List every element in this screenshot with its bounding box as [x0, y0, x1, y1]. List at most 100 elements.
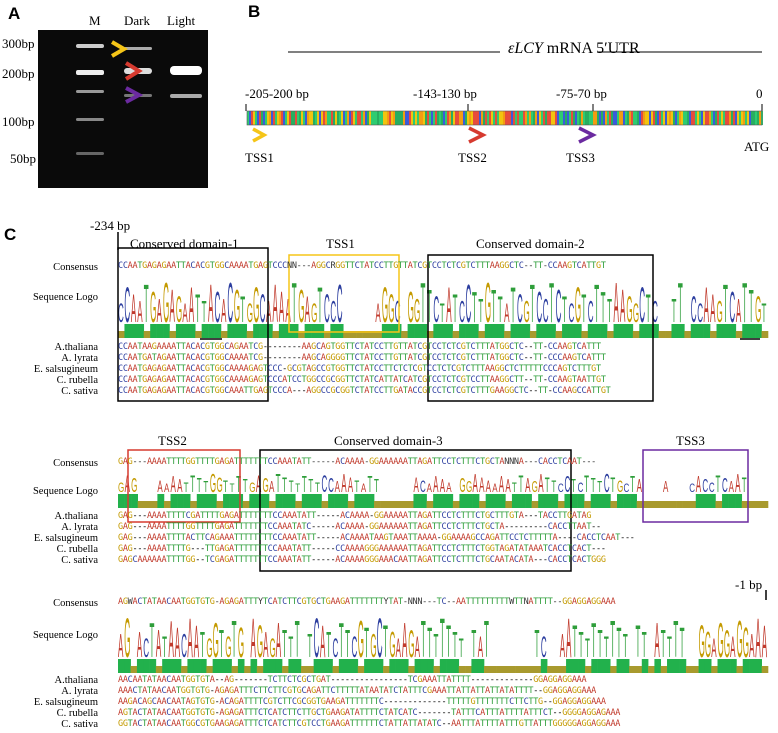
- marker-band-200: [76, 70, 104, 75]
- svg-text:G: G: [358, 609, 364, 668]
- block2-consensus-seq: GAG---AAAATTTTGGTTTTGAGATTTTTTTCCAAATATT…: [118, 457, 596, 467]
- svg-text:C: C: [697, 299, 703, 329]
- block2-species-2: E. salsugineum: [33, 533, 98, 544]
- tss2-box: [127, 449, 241, 523]
- svg-text:C: C: [517, 287, 523, 331]
- svg-text:T: T: [374, 476, 379, 497]
- svg-text:G: G: [247, 299, 253, 329]
- svg-text:G: G: [718, 614, 724, 668]
- svg-text:T: T: [617, 619, 622, 666]
- svg-text:T: T: [607, 293, 612, 330]
- conserved-domain-1-box: [117, 247, 269, 402]
- svg-text:C: C: [604, 470, 610, 498]
- svg-text:T: T: [471, 622, 476, 666]
- block2-logo-label: Sequence Logo: [32, 486, 98, 497]
- svg-text:T: T: [671, 293, 676, 330]
- block2-seq-1: GAG---AAAATTTTGGTTTTGAGATTTTTTTCCAAATATC…: [118, 522, 601, 532]
- svg-text:G: G: [206, 634, 212, 664]
- svg-text:T: T: [318, 277, 323, 333]
- block1-seq-1: CCAATGATAGAATTACACGTGGCAAAATCG--------AA…: [118, 353, 606, 363]
- svg-text:T: T: [642, 624, 647, 665]
- svg-text:G: G: [705, 624, 711, 665]
- svg-text:A: A: [118, 628, 123, 665]
- svg-text:C: C: [420, 477, 426, 496]
- svg-text:A: A: [168, 609, 173, 668]
- gel-bands: [76, 40, 202, 155]
- block1-seq-4: CCAATGAGAGAATTACACGTGGCAAATTGAGTCCCA---A…: [118, 386, 611, 396]
- svg-text:G: G: [382, 277, 388, 333]
- svg-text:T: T: [240, 289, 245, 330]
- svg-text:T: T: [511, 277, 516, 333]
- svg-text:A: A: [755, 608, 760, 670]
- svg-text:C: C: [328, 475, 334, 497]
- yellow-arrow-icon: [110, 40, 128, 58]
- block3-species-2: E. salsugineum: [33, 697, 98, 708]
- svg-text:G: G: [388, 287, 394, 331]
- block2-species-1: A. lyrata: [61, 522, 98, 533]
- tss3-label: TSS3: [566, 150, 595, 165]
- svg-text:T: T: [162, 630, 167, 664]
- gel-image: [38, 30, 208, 188]
- svg-text:T: T: [723, 274, 728, 334]
- svg-text:G: G: [298, 282, 304, 334]
- svg-text:T: T: [715, 470, 720, 497]
- svg-text:T: T: [667, 630, 672, 664]
- svg-text:A: A: [182, 299, 188, 329]
- svg-text:C: C: [722, 475, 728, 497]
- svg-text:T: T: [223, 477, 228, 496]
- svg-text:C: C: [143, 634, 149, 664]
- svg-text:T: T: [195, 287, 200, 331]
- gel-marker-200: 200bp: [2, 66, 35, 81]
- conserved-domain-2-box: [427, 254, 654, 402]
- tss2-title: TSS2: [158, 433, 187, 448]
- svg-text:C: C: [558, 482, 564, 495]
- svg-text:A: A: [413, 473, 418, 497]
- svg-text:C: C: [351, 630, 357, 664]
- svg-text:A: A: [479, 473, 484, 497]
- svg-text:T: T: [282, 473, 287, 497]
- block2-seq-3: GAG---AAAATTTTG---TTGAGATTTTTTTCCAAATATT…: [118, 544, 606, 554]
- gel-marker-300: 300bp: [2, 36, 35, 51]
- svg-text:A: A: [189, 277, 194, 333]
- svg-text:G: G: [370, 628, 376, 665]
- svg-text:A: A: [256, 470, 262, 497]
- svg-text:T: T: [219, 622, 224, 666]
- svg-text:T: T: [530, 274, 535, 334]
- svg-text:T: T: [345, 622, 350, 666]
- tss2-label: TSS2: [458, 150, 487, 165]
- svg-text:A: A: [157, 293, 163, 330]
- purple-arrow-icon: [125, 86, 144, 104]
- svg-text:C: C: [702, 476, 708, 497]
- svg-text:A: A: [157, 477, 162, 496]
- pos-label-205: -205-200 bp: [245, 86, 309, 101]
- svg-text:G: G: [755, 289, 761, 330]
- svg-text:T: T: [678, 270, 683, 334]
- svg-text:G: G: [124, 608, 130, 670]
- svg-text:A: A: [704, 277, 709, 333]
- svg-text:C: C: [652, 295, 658, 329]
- svg-text:T: T: [742, 473, 747, 497]
- svg-text:A: A: [427, 482, 432, 495]
- svg-text:T: T: [383, 615, 388, 667]
- block2-seq-4: GAGCAAAAAATTTTGG--TCGAGATTTTTTTCCAAATATT…: [118, 555, 606, 565]
- svg-text:C: C: [215, 283, 221, 332]
- svg-text:A: A: [505, 476, 511, 497]
- block1-seq-2: CCAATGAGAGAATTACACGTGGCAAAAGAGTCCC-GCGTA…: [118, 364, 601, 374]
- svg-text:C: C: [588, 295, 594, 329]
- svg-text:A: A: [711, 634, 716, 664]
- svg-text:C: C: [337, 274, 343, 334]
- svg-text:G: G: [532, 478, 538, 496]
- tss1-box: [288, 254, 400, 333]
- svg-text:C: C: [564, 471, 570, 498]
- svg-text:T: T: [276, 470, 281, 498]
- block1-species-2: E. salsugineum: [33, 364, 98, 375]
- svg-text:G: G: [311, 299, 317, 329]
- svg-text:T: T: [446, 615, 451, 667]
- svg-text:A: A: [175, 619, 180, 666]
- svg-text:C: C: [639, 277, 645, 333]
- svg-text:T: T: [585, 634, 590, 664]
- tss1-title: TSS1: [326, 236, 355, 251]
- svg-text:A: A: [208, 274, 213, 334]
- svg-text:T: T: [440, 608, 445, 670]
